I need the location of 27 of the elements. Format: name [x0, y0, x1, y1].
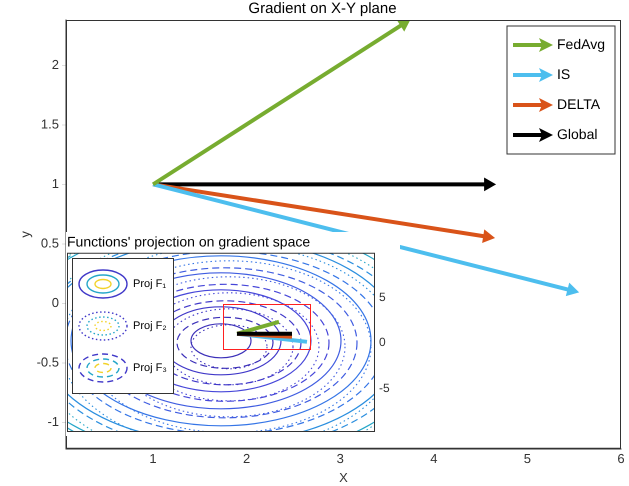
legend-label: DELTA	[557, 96, 601, 112]
y-tick-label: 1.5	[40, 116, 59, 132]
legend-label: FedAvg	[557, 36, 606, 52]
annotation: 5	[379, 290, 386, 304]
annotation: Proj F₃	[133, 362, 167, 374]
y-tick-label: -1	[47, 414, 59, 430]
y-tick-label: 0	[52, 295, 59, 310]
annotation: 0	[379, 335, 386, 350]
annotation: Proj F₁	[133, 278, 166, 290]
x-tick-label: 5	[524, 451, 532, 466]
y-tick-label: 2	[52, 56, 59, 72]
x-axis-title: X	[339, 470, 348, 485]
y-tick-label: -0.5	[36, 354, 59, 370]
text: Functions' projection on gradient space	[67, 233, 310, 250]
annotation: -5	[379, 380, 390, 395]
x-tick-label: 6	[617, 451, 625, 466]
x-tick-label: 4	[430, 451, 438, 466]
chart-title: Gradient on X-Y plane	[248, 0, 397, 18]
x-tick-label: 1	[149, 451, 157, 466]
x-tick-label: 3	[336, 451, 344, 466]
annotation: Proj F₂	[133, 320, 167, 332]
y-tick-label: 1	[52, 176, 59, 191]
y-axis-title: y	[17, 230, 32, 238]
y-tick-label: 0.5	[40, 236, 59, 251]
x-tick-label: 2	[243, 451, 250, 466]
legend-label: IS	[557, 66, 570, 82]
legend-label: Global	[557, 126, 598, 142]
